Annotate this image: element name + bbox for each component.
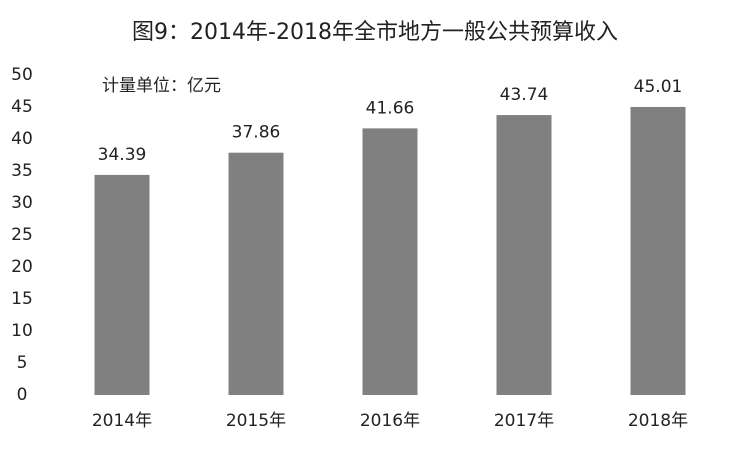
x-tick-label: 2016年 — [360, 411, 420, 431]
x-tick-label: 2018年 — [628, 411, 688, 431]
bar — [630, 106, 686, 395]
y-tick-label: 5 — [17, 353, 28, 373]
bar — [228, 152, 284, 395]
y-tick-label: 10 — [11, 321, 33, 341]
y-tick-label: 15 — [11, 289, 33, 309]
unit-annotation: 计量单位：亿元 — [102, 76, 221, 96]
bar — [496, 115, 552, 396]
value-label: 45.01 — [634, 77, 683, 97]
y-tick-label: 45 — [11, 97, 33, 117]
value-label: 37.86 — [232, 123, 281, 143]
bar — [362, 128, 418, 395]
y-tick-label: 0 — [17, 385, 28, 405]
y-tick-label: 35 — [11, 161, 33, 181]
x-tick-label: 2015年 — [226, 411, 286, 431]
y-tick-label: 50 — [11, 65, 33, 85]
x-tick-label: 2017年 — [494, 411, 554, 431]
y-tick-label: 20 — [11, 257, 33, 277]
y-tick-label: 30 — [11, 193, 33, 213]
chart-title: 图9：2014年-2018年全市地方一般公共预算收入 — [132, 20, 618, 45]
x-tick-label: 2014年 — [92, 411, 152, 431]
value-label: 41.66 — [366, 98, 415, 118]
bar — [94, 174, 150, 395]
y-tick-label: 25 — [11, 225, 33, 245]
y-tick-label: 40 — [11, 129, 33, 149]
value-label: 34.39 — [98, 145, 147, 165]
value-label: 43.74 — [500, 85, 549, 105]
